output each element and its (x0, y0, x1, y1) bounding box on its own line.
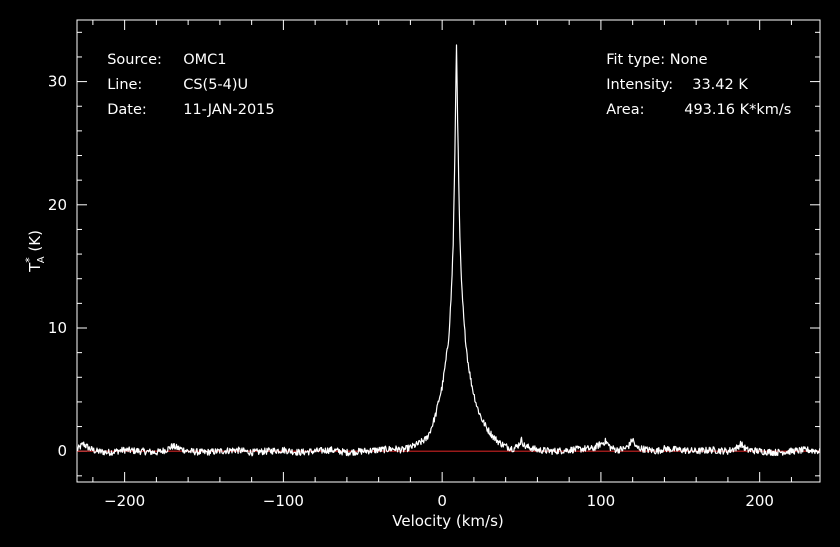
fit-label: Fit type: (606, 52, 666, 68)
axis-ticks: −200 −100 0 100 200 0 10 20 30 (48, 20, 820, 510)
x-tick-label: 200 (745, 492, 774, 510)
y-tick-label: 20 (48, 196, 67, 214)
intensity-row: Intensity: 33.42 K (597, 61, 748, 93)
x-tick-label: −200 (104, 492, 145, 510)
intensity-label: Intensity: (606, 77, 674, 93)
y-tick-label: 0 (57, 442, 67, 460)
line-value: CS(5-4)U (183, 77, 249, 93)
y-tick-label: 10 (48, 319, 67, 337)
spectrum-line (76, 44, 821, 457)
date-label: Date: (107, 102, 147, 118)
fit-row: Fit type: None (597, 36, 708, 68)
x-tick-label: 100 (587, 492, 616, 510)
y-axis-label: T*A (K) (23, 230, 47, 273)
source-label: Source: (107, 52, 162, 68)
intensity-value: 33.42 K (692, 77, 748, 93)
line-row: Line: CS(5-4)U (98, 61, 248, 93)
area-label: Area: (606, 102, 645, 118)
line-label: Line: (107, 77, 143, 93)
area-value: 493.16 K*km/s (684, 102, 792, 118)
svg-text:T*A (K): T*A (K) (23, 230, 47, 273)
x-tick-label: 0 (437, 492, 447, 510)
x-axis-label: Velocity (km/s) (392, 512, 503, 530)
y-tick-label: 30 (48, 73, 67, 91)
fit-value: None (669, 52, 708, 68)
source-row: Source: OMC1 (98, 36, 227, 68)
source-value: OMC1 (183, 52, 227, 68)
plot-frame (76, 19, 821, 483)
date-row: Date: 11-JAN-2015 (98, 86, 275, 118)
date-value: 11-JAN-2015 (183, 102, 275, 118)
area-row: Area: 493.16 K*km/s (597, 86, 791, 118)
x-tick-label: −100 (263, 492, 304, 510)
